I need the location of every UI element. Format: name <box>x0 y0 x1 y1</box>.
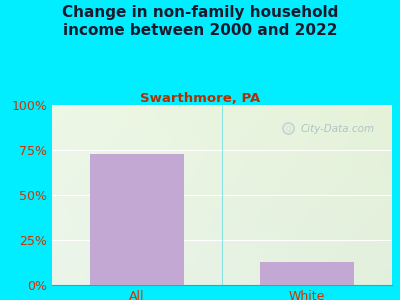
Text: Change in non-family household
income between 2000 and 2022: Change in non-family household income be… <box>62 4 338 38</box>
Bar <box>260 262 354 285</box>
Text: Q: Q <box>286 126 291 132</box>
Text: Swarthmore, PA: Swarthmore, PA <box>140 92 260 104</box>
Text: City-Data.com: City-Data.com <box>300 124 374 134</box>
Bar <box>90 154 184 285</box>
